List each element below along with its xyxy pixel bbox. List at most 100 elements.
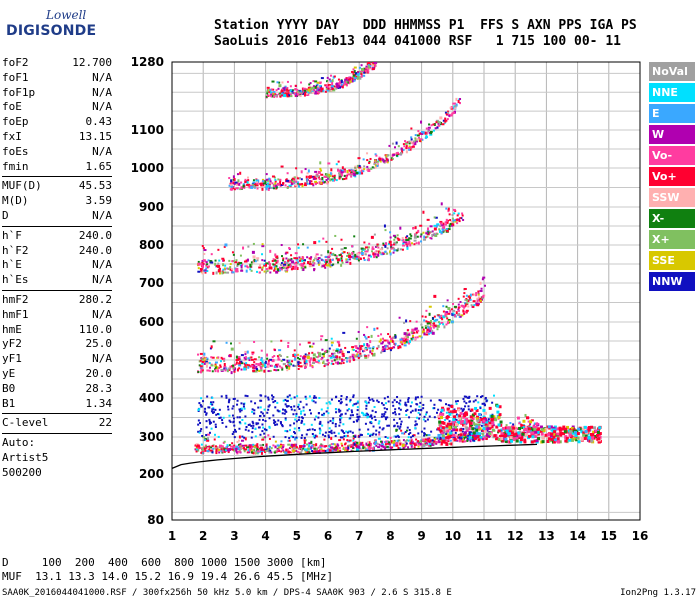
echo-point <box>215 366 219 370</box>
echo-point <box>390 246 393 249</box>
echo-point <box>268 184 271 188</box>
echo-point <box>295 412 298 415</box>
echo-point <box>357 418 360 421</box>
echo-point <box>533 439 537 443</box>
echo-point <box>211 450 214 454</box>
echo-point <box>269 92 272 96</box>
echo-point <box>423 238 427 241</box>
echo-point <box>227 451 230 454</box>
echo-point <box>369 157 372 160</box>
echo-point <box>395 401 398 404</box>
echo-point <box>267 183 271 186</box>
echo-point <box>293 409 296 412</box>
echo-point <box>361 248 365 251</box>
echo-point <box>362 158 365 161</box>
echo-point <box>340 263 343 267</box>
echo-point <box>415 242 418 245</box>
echo-point <box>426 136 429 139</box>
echo-point <box>198 446 201 449</box>
plot-frame <box>171 61 641 521</box>
echo-point <box>425 309 428 312</box>
echo-point <box>290 397 293 400</box>
echo-point <box>363 241 366 244</box>
echo-point <box>446 299 449 302</box>
echo-point <box>200 357 203 360</box>
echo-point <box>290 92 293 95</box>
echo-point <box>503 430 506 434</box>
echo-point <box>408 241 411 245</box>
echo-point <box>536 431 540 435</box>
echo-point <box>220 369 224 372</box>
echo-point <box>205 420 208 423</box>
echo-point <box>246 395 249 398</box>
echo-point <box>264 436 267 439</box>
echo-point <box>345 80 348 83</box>
echo-point <box>406 408 409 411</box>
echo-point <box>444 120 447 123</box>
echo-point <box>462 435 466 438</box>
echo-point <box>535 439 539 443</box>
echo-point <box>250 261 253 264</box>
echo-point <box>457 309 460 312</box>
echo-point <box>265 262 269 265</box>
echo-point <box>377 422 380 425</box>
echo-point <box>282 257 285 260</box>
echo-point <box>331 360 334 363</box>
echo-point <box>345 259 348 262</box>
echo-point <box>468 433 471 436</box>
echo-point <box>221 271 224 275</box>
echo-point <box>490 414 494 418</box>
echo-point <box>552 435 556 439</box>
echo-point <box>239 262 243 265</box>
echo-point <box>472 413 476 417</box>
legend-entry: E <box>649 104 695 123</box>
echo-point <box>406 426 409 429</box>
echo-point <box>275 261 278 264</box>
echo-point <box>286 356 289 359</box>
echo-point <box>437 427 441 431</box>
echo-point <box>394 413 397 416</box>
echo-point <box>222 447 225 450</box>
echo-point <box>463 306 466 309</box>
echo-point <box>228 354 231 357</box>
param-row: hmF2 280.2 <box>2 293 112 308</box>
echo-point <box>415 320 418 323</box>
echo-point <box>201 361 205 364</box>
echo-point <box>367 445 370 448</box>
echo-point <box>482 276 486 279</box>
echo-point <box>429 439 432 442</box>
echo-point <box>430 230 433 233</box>
echo-point <box>300 178 303 181</box>
echo-point <box>335 255 338 258</box>
echo-point <box>352 359 355 362</box>
echo-point <box>274 180 277 183</box>
echo-point <box>433 322 436 325</box>
echo-point <box>481 295 484 298</box>
echo-point <box>349 171 352 174</box>
echo-point <box>406 246 409 250</box>
echo-point <box>211 356 215 359</box>
echo-point <box>257 363 261 367</box>
echo-point <box>427 130 430 133</box>
echo-point <box>218 366 221 369</box>
echo-point <box>371 64 374 67</box>
echo-point <box>310 182 314 185</box>
echo-point <box>486 433 490 437</box>
echo-point <box>431 439 434 442</box>
echo-point <box>488 426 492 430</box>
echo-point <box>426 322 429 325</box>
echo-point <box>550 437 554 441</box>
echo-point <box>359 76 362 80</box>
echo-point <box>198 407 201 410</box>
echo-point <box>292 449 295 453</box>
echo-point <box>357 357 360 360</box>
echo-point <box>418 335 422 338</box>
echo-point <box>473 304 476 307</box>
echo-point <box>278 446 281 449</box>
echo-point <box>456 214 459 217</box>
echo-point <box>373 62 376 64</box>
echo-point <box>536 427 540 431</box>
echo-point <box>454 400 457 403</box>
echo-point <box>425 411 428 414</box>
echo-point <box>451 410 455 414</box>
